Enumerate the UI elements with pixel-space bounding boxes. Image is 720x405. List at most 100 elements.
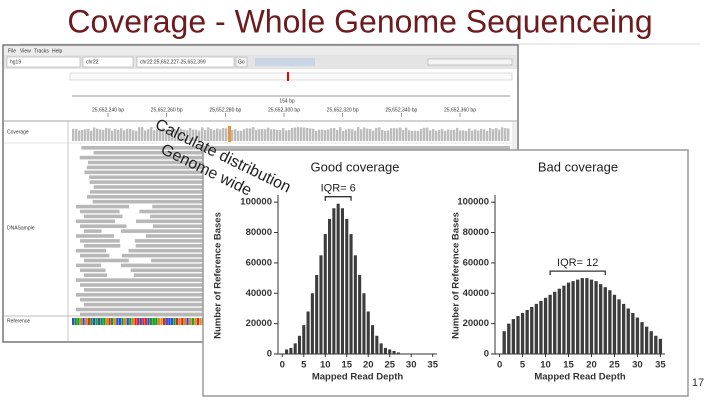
chart-title: Good coverage [311,159,400,174]
base [98,318,101,325]
coverage-column [459,130,462,141]
y-tick-label: 60000 [463,257,489,268]
coverage-column [258,129,261,141]
y-tick-label: 0 [484,349,489,360]
coverage-column [471,130,474,141]
coverage-column [288,129,291,141]
coverage-column [468,128,471,141]
iqr-bracket [324,196,352,201]
coverage-column [378,127,381,141]
bar [396,352,400,354]
menu-item[interactable]: File [8,48,16,54]
bar [306,311,310,354]
read [76,219,116,224]
coverage-column [462,130,465,141]
coverage-column [216,128,219,141]
bar [608,290,612,354]
slide-title: Coverage - Whole Genome Sequenceing [67,3,652,39]
coverage-column [390,128,393,141]
bar [539,300,543,354]
base [129,318,132,325]
coverage-column [384,130,387,141]
zoom-slider[interactable] [427,58,513,66]
coverage-column [360,129,363,141]
coverage-column [456,127,459,141]
coverage-column [438,129,441,141]
variant-marker [228,126,231,142]
locus-box[interactable] [136,56,235,68]
base [191,318,194,325]
coverage-column [78,130,81,141]
base [157,318,161,325]
coverage-column [381,129,384,141]
bar [525,309,529,354]
chart-title: Bad coverage [538,159,618,174]
base [74,318,77,325]
coverage-column [159,128,162,141]
base [178,318,181,325]
base [170,318,174,325]
bar [392,350,396,354]
go-button[interactable] [235,56,248,68]
coverage-column [225,128,228,141]
coverage-column [366,128,369,141]
coverage-column [105,127,108,141]
coverage-column [291,127,294,141]
coverage-column [270,129,273,141]
bar [580,278,584,354]
bar [388,349,392,354]
base [189,318,192,325]
x-tick-label: 20 [586,360,597,371]
genome: hg19 [10,59,21,65]
genome-box[interactable] [6,56,81,68]
coverage-column [486,130,489,141]
coverage-column [243,129,246,141]
menu-item[interactable]: View [20,48,31,54]
coverage-column [339,127,342,141]
read [84,273,107,277]
bar [349,234,353,354]
base [160,318,163,325]
coverage-column [147,129,150,141]
menu-bar [4,46,517,55]
chromosome-box[interactable] [82,56,134,68]
base [126,318,129,325]
coverage-column [81,130,84,141]
coverage-column [93,127,96,141]
coverage-column [108,128,111,141]
ruler-tick-label: 25,652,240 bp [92,107,124,113]
ruler-tick-label: 25,652,340 bp [385,107,417,113]
menu-item[interactable]: Help [52,48,63,54]
coverage-column [234,129,237,141]
bar [345,218,349,354]
x-tick-label: 15 [563,360,574,371]
bar [353,255,357,354]
bar [332,208,336,354]
coverage-column [168,130,171,141]
base [139,318,142,325]
coverage-column [114,129,117,141]
coverage-column [327,129,330,141]
base [121,318,124,325]
bar [511,319,516,354]
coverage-column [123,130,126,141]
bar [599,284,603,354]
coverage-column [393,128,396,141]
bar [358,275,362,354]
menu-item[interactable]: Tracks [34,48,49,54]
bar [654,335,658,354]
base [95,318,98,325]
base [92,318,96,325]
coverage-column [501,127,504,141]
coverage-column [315,130,318,141]
coverage-column [414,130,417,141]
ruler-tick-label: 25,652,260 bp [151,107,183,113]
read [84,258,129,263]
base [113,318,116,325]
bar [336,203,340,354]
base [116,318,119,325]
coverage-column [150,127,153,141]
go-label[interactable]: Go [238,59,245,65]
coverage-column [219,129,222,141]
base [108,318,111,325]
